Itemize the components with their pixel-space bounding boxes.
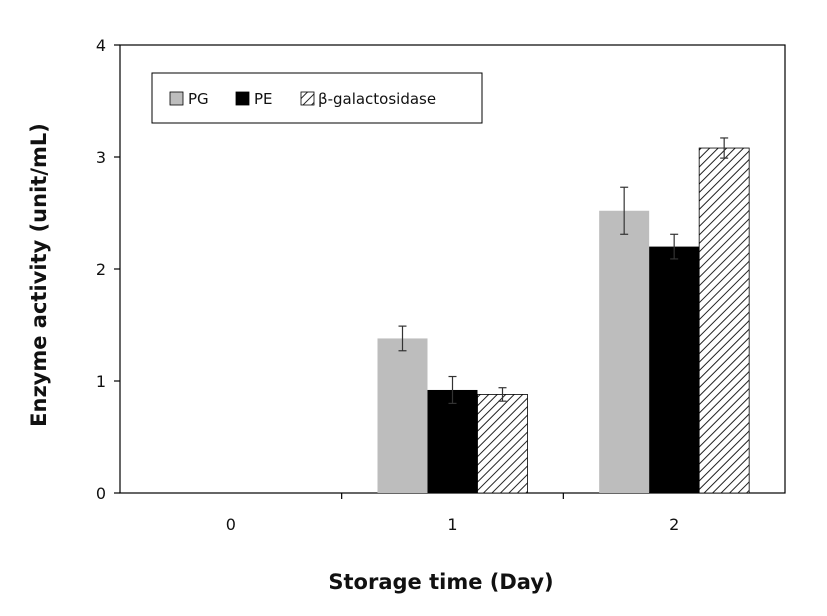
bar-pg-2 (599, 210, 650, 493)
x-tick-label: 2 (669, 515, 679, 534)
bar--galactosidase-2 (698, 147, 750, 494)
x-tick-label: 0 (226, 515, 236, 534)
bar-pg-1 (377, 338, 428, 493)
bars-layer (377, 147, 750, 494)
x-tick-label: 1 (447, 515, 457, 534)
bar-pe-1 (427, 389, 478, 493)
legend-label-pe: PE (254, 90, 273, 108)
bar--galactosidase-1 (477, 394, 528, 494)
y-tick-label: 4 (96, 36, 106, 55)
legend-box (151, 72, 483, 124)
legend-swatch-beta-galactosidase (300, 91, 315, 106)
legend: PG PE β-galactosidase (151, 72, 483, 124)
error-bars-layer (398, 137, 729, 404)
legend-label-beta-galactosidase: β-galactosidase (318, 90, 436, 108)
x-axis-title: Storage time (Day) (328, 570, 553, 594)
y-tick-label: 1 (96, 372, 106, 391)
y-tick-label: 2 (96, 260, 106, 279)
ticks-layer: 0 1 2 3 4 0 1 2 (96, 36, 679, 534)
y-axis-title: Enzyme activity (unit/mL) (27, 123, 51, 427)
bar-pe-2 (649, 246, 700, 493)
legend-swatch-pg (169, 91, 184, 106)
y-tick-label: 3 (96, 148, 106, 167)
legend-label-pg: PG (188, 90, 209, 108)
y-tick-label: 0 (96, 484, 106, 503)
legend-swatch-pe (235, 91, 250, 106)
